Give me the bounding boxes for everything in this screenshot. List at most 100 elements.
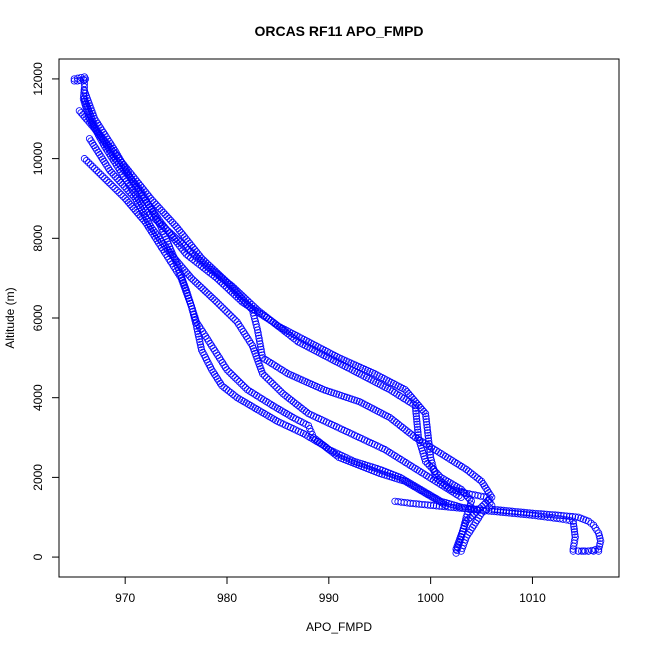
data-point — [221, 276, 229, 284]
data-point — [237, 294, 246, 302]
data-point — [219, 274, 227, 283]
data-point — [574, 547, 582, 555]
data-point — [174, 236, 182, 244]
data-point — [464, 505, 473, 513]
data-point — [484, 497, 492, 505]
data-point — [505, 507, 513, 515]
y-tick-label: 4000 — [31, 384, 45, 411]
data-point — [154, 202, 162, 211]
data-point — [554, 511, 562, 519]
data-point — [520, 508, 528, 516]
data-point — [595, 545, 603, 553]
x-axis: 970 980 990 1000 1010 — [115, 576, 546, 605]
data-point — [425, 461, 433, 470]
data-point — [499, 506, 507, 514]
data-point — [119, 180, 127, 189]
data-point — [471, 491, 479, 499]
data-point — [106, 166, 114, 175]
data-point — [467, 469, 475, 477]
data-point — [263, 374, 271, 382]
data-point — [595, 532, 603, 540]
data-point — [196, 252, 204, 260]
data-point — [433, 469, 441, 477]
data-point — [250, 312, 258, 320]
data-point — [473, 506, 481, 514]
data-point — [412, 410, 420, 418]
data-point — [81, 75, 90, 83]
data-point — [570, 525, 578, 533]
data-point — [589, 547, 598, 555]
data-point — [101, 174, 109, 183]
data-point — [256, 343, 265, 351]
data-point — [207, 292, 215, 301]
x-tick-label: 1010 — [519, 591, 546, 605]
data-point — [528, 509, 537, 517]
data-point — [103, 176, 111, 185]
data-point — [222, 385, 230, 393]
data-point — [97, 170, 105, 179]
data-point — [220, 383, 228, 392]
data-point — [422, 418, 431, 426]
data-point — [117, 178, 125, 187]
x-tick-label: 1000 — [417, 591, 444, 605]
data-point — [195, 260, 203, 269]
data-point — [84, 159, 93, 167]
data-point — [253, 326, 262, 334]
data-point — [470, 505, 478, 514]
data-point — [453, 504, 461, 512]
data-point — [168, 218, 177, 226]
data-point — [86, 160, 95, 169]
data-point — [466, 495, 474, 503]
data-point — [249, 309, 257, 317]
data-point — [196, 338, 204, 346]
data-point — [191, 257, 199, 265]
data-point — [197, 283, 205, 291]
data-point — [414, 425, 422, 434]
data-point — [474, 491, 482, 500]
data-point — [424, 434, 433, 442]
data-point — [447, 503, 455, 511]
data-point — [441, 503, 449, 511]
data-point — [431, 467, 439, 476]
data-point — [109, 182, 117, 191]
data-point — [159, 208, 167, 217]
data-point — [236, 292, 244, 300]
data-point — [486, 491, 494, 499]
data-point — [189, 255, 197, 263]
data-point — [427, 463, 435, 472]
data-point — [316, 439, 324, 447]
data-point — [211, 296, 219, 304]
data-point — [412, 500, 420, 508]
data-point — [111, 172, 119, 181]
data-point — [95, 168, 103, 177]
data-point — [413, 415, 421, 423]
data-point — [156, 204, 164, 213]
data-point — [120, 182, 129, 191]
data-point — [461, 505, 470, 513]
data-point — [455, 492, 463, 500]
data-point — [409, 499, 417, 508]
data-point — [557, 511, 565, 520]
data-point — [423, 423, 431, 431]
data-point — [413, 423, 421, 431]
x-tick-label: 970 — [115, 591, 135, 605]
data-point — [314, 437, 322, 445]
data-point — [239, 382, 247, 390]
data-point — [267, 378, 275, 386]
data-point — [128, 190, 136, 199]
data-point — [170, 220, 178, 228]
data-point — [182, 250, 190, 258]
data-point — [569, 520, 578, 528]
data-point — [234, 294, 242, 302]
data-point — [109, 170, 118, 179]
data-point — [482, 499, 490, 507]
data-point — [115, 188, 123, 197]
data-point — [491, 505, 499, 514]
data-point — [525, 509, 534, 517]
data-point — [531, 509, 539, 518]
data-point — [191, 278, 199, 286]
data-point — [221, 363, 230, 372]
data-point — [320, 442, 329, 450]
data-point — [277, 388, 285, 396]
data-point — [115, 176, 123, 185]
